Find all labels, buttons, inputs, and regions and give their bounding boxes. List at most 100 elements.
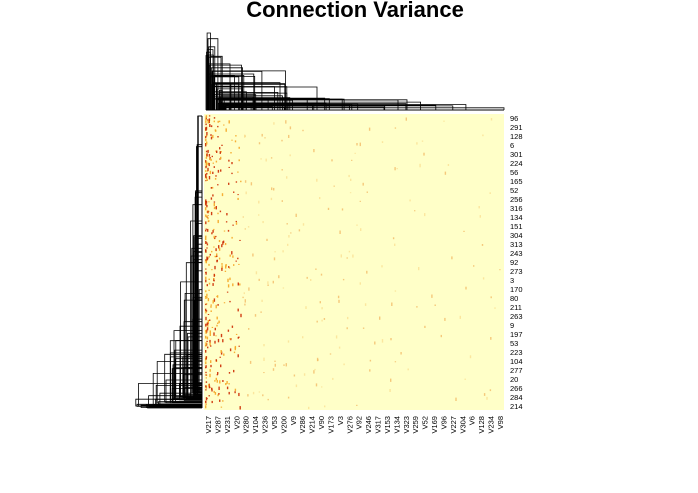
heatmap-cell — [306, 276, 308, 279]
heatmap-cell — [211, 326, 214, 328]
column-label: V92 — [355, 416, 364, 429]
heatmap-cell — [208, 282, 211, 285]
heatmap-cell — [240, 313, 242, 318]
heatmap-cell — [206, 172, 208, 175]
heatmap-cell — [444, 171, 447, 175]
heatmap-cell — [215, 256, 217, 258]
heatmap-cell — [224, 270, 227, 272]
column-labels: V217 V287 V231 V20 V280 V104 V236 V53 V200 V9 V286… — [204, 416, 505, 434]
heatmap-cell — [206, 329, 208, 333]
heatmap-cell — [270, 197, 273, 201]
heatmap-cell — [216, 150, 218, 153]
heatmap-cell — [213, 207, 216, 210]
heatmap-cell — [237, 171, 239, 173]
heatmap-cell — [205, 308, 207, 311]
heatmap-cell — [235, 222, 238, 225]
heatmap-cell — [270, 157, 273, 159]
heatmap-cell — [316, 357, 319, 362]
heatmap-cell — [218, 245, 220, 249]
heatmap-cell — [212, 162, 214, 164]
heatmap-cell — [208, 119, 210, 124]
heatmap-cell — [214, 129, 217, 132]
heatmap-cell — [238, 392, 240, 397]
heatmap-cell — [208, 162, 210, 167]
heatmap-cell — [209, 157, 211, 159]
column-label: V98 — [496, 416, 505, 429]
heatmap-cell — [205, 228, 207, 230]
row-label: 170 — [510, 285, 523, 294]
heatmap-cell — [235, 333, 238, 335]
heatmap-cell — [273, 122, 275, 125]
heatmap-cell — [327, 207, 330, 210]
heatmap-cell — [235, 260, 237, 262]
column-label: V317 — [374, 416, 383, 434]
heatmap-cell — [266, 238, 268, 241]
heatmap-cell — [206, 284, 208, 287]
heatmap-cell — [320, 273, 323, 276]
heatmap-cell — [262, 221, 264, 224]
heatmap-cell — [206, 141, 208, 145]
row-dendrogram-branch — [197, 190, 202, 383]
column-dendrogram-branch — [230, 106, 385, 110]
row-label: 284 — [510, 393, 523, 402]
heatmap-cell — [394, 290, 397, 292]
heatmap-cell — [209, 373, 211, 378]
heatmap-cell — [224, 243, 227, 246]
heatmap-cell — [490, 337, 492, 340]
heatmap-cell — [216, 374, 218, 376]
heatmap-cell — [216, 253, 218, 256]
heatmap-cell — [298, 229, 301, 232]
heatmap-cell — [209, 253, 211, 256]
heatmap-cell — [274, 251, 276, 253]
heatmap-cell — [228, 159, 230, 162]
heatmap-cell — [313, 149, 315, 153]
heatmap-cell — [287, 396, 290, 399]
heatmap-cell — [207, 149, 209, 153]
heatmap-cell — [324, 405, 326, 408]
heatmap-cell — [287, 340, 290, 343]
column-label: V217 — [204, 416, 213, 434]
column-label: V234 — [487, 416, 496, 434]
heatmap-cell — [221, 265, 223, 269]
heatmap-cell — [321, 307, 323, 310]
heatmap-cell — [225, 264, 227, 267]
heatmap-cell — [220, 169, 222, 172]
heatmap-cell — [206, 340, 208, 343]
heatmap-cell — [210, 360, 212, 363]
heatmap-cell — [414, 210, 416, 212]
heatmap-cell — [282, 287, 285, 289]
heatmap-cell — [205, 136, 207, 139]
heatmap-cell — [218, 257, 221, 260]
heatmap-cell — [213, 120, 215, 123]
heatmap-cell — [215, 359, 217, 362]
row-label: 3 — [510, 276, 514, 285]
heatmap-cell — [214, 380, 216, 382]
heatmap-cell — [213, 278, 215, 281]
heatmap-cell — [340, 254, 342, 258]
heatmap-cell — [216, 379, 218, 383]
heatmap-cell — [205, 335, 207, 339]
heatmap-cell — [209, 330, 211, 334]
heatmap-cell — [210, 197, 213, 200]
heatmap-cell — [341, 208, 344, 211]
heatmap-cell — [210, 134, 212, 136]
heatmap-cell — [227, 278, 229, 283]
heatmap-cell — [210, 304, 212, 306]
heatmap-cell — [252, 253, 254, 257]
heatmap-cell — [286, 176, 288, 179]
heatmap-cell — [216, 259, 218, 262]
heatmap-cell — [214, 255, 216, 258]
heatmap-cell — [364, 303, 367, 306]
heatmap-cell — [407, 368, 409, 371]
heatmap-cell — [205, 176, 207, 179]
heatmap-cell — [359, 200, 361, 202]
column-label: V246 — [364, 416, 373, 434]
heatmap-cell — [231, 325, 234, 328]
heatmap-cell — [219, 356, 221, 358]
heatmap-cell — [362, 182, 364, 186]
heatmap-cell — [206, 398, 208, 400]
heatmap-cell — [220, 151, 222, 153]
column-dendrogram-branch — [213, 82, 281, 110]
row-label: 224 — [510, 159, 523, 168]
